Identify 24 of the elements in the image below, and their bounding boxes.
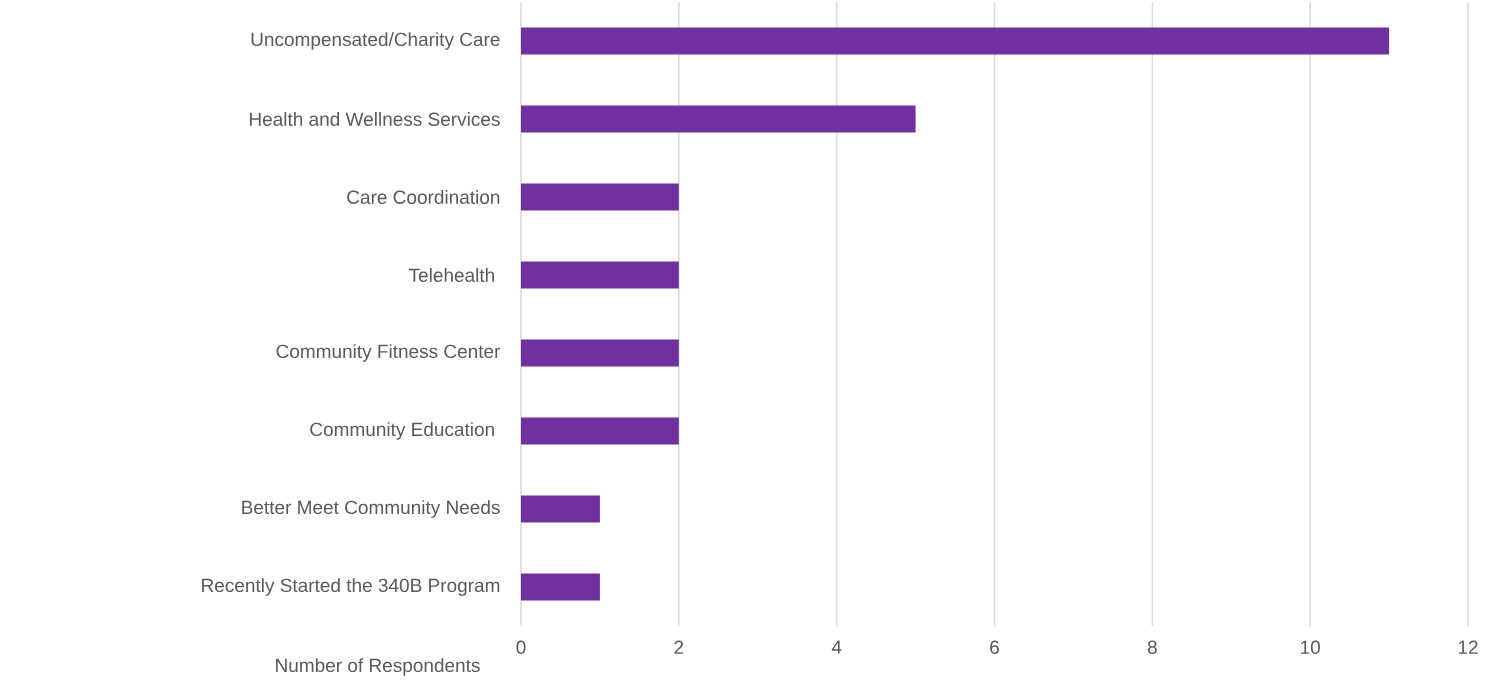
bar: [521, 105, 916, 133]
x-tick-label: 4: [831, 640, 842, 654]
x-axis-title: Number of Respondents: [276, 658, 480, 676]
bar: [521, 261, 679, 289]
y-tick-label: Recently Started the 340B Program: [202, 578, 500, 596]
y-tick-label: Telehealth: [408, 268, 494, 282]
bar: [521, 417, 679, 445]
y-tick-label: Better Meet Community Needs: [242, 500, 500, 518]
x-tick-label: 12: [1458, 640, 1478, 654]
y-tick-label: Uncompensated/Charity Care: [251, 32, 500, 50]
y-tick-label: Community Education: [310, 422, 494, 440]
x-tick-label: 2: [674, 640, 684, 654]
y-tick-label: Care Coordination: [347, 190, 500, 204]
y-tick-label: Health and Wellness Services: [249, 112, 500, 126]
bar: [521, 27, 1390, 55]
x-tick-label: 8: [1147, 640, 1157, 654]
x-tick-label: 0: [516, 640, 526, 654]
y-tick-label: Community Fitness Center: [276, 344, 501, 362]
bar: [521, 183, 679, 211]
x-tick-label: 10: [1301, 640, 1320, 654]
bar: [521, 573, 600, 601]
bar: [521, 339, 679, 367]
bar: [521, 495, 600, 523]
x-tick-label: 6: [990, 640, 999, 654]
